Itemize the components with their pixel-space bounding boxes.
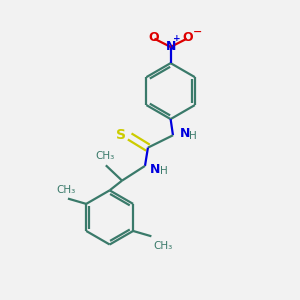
Text: O: O [148, 31, 159, 44]
Text: N: N [165, 40, 176, 53]
Text: CH₃: CH₃ [154, 241, 173, 251]
Text: H: H [160, 166, 168, 176]
Text: CH₃: CH₃ [56, 185, 75, 195]
Text: N: N [180, 127, 191, 140]
Text: CH₃: CH₃ [96, 151, 115, 161]
Text: O: O [182, 31, 193, 44]
Text: H: H [189, 131, 197, 141]
Text: −: − [193, 27, 203, 37]
Text: +: + [173, 34, 181, 43]
Text: N: N [150, 163, 161, 176]
Text: S: S [116, 128, 126, 142]
